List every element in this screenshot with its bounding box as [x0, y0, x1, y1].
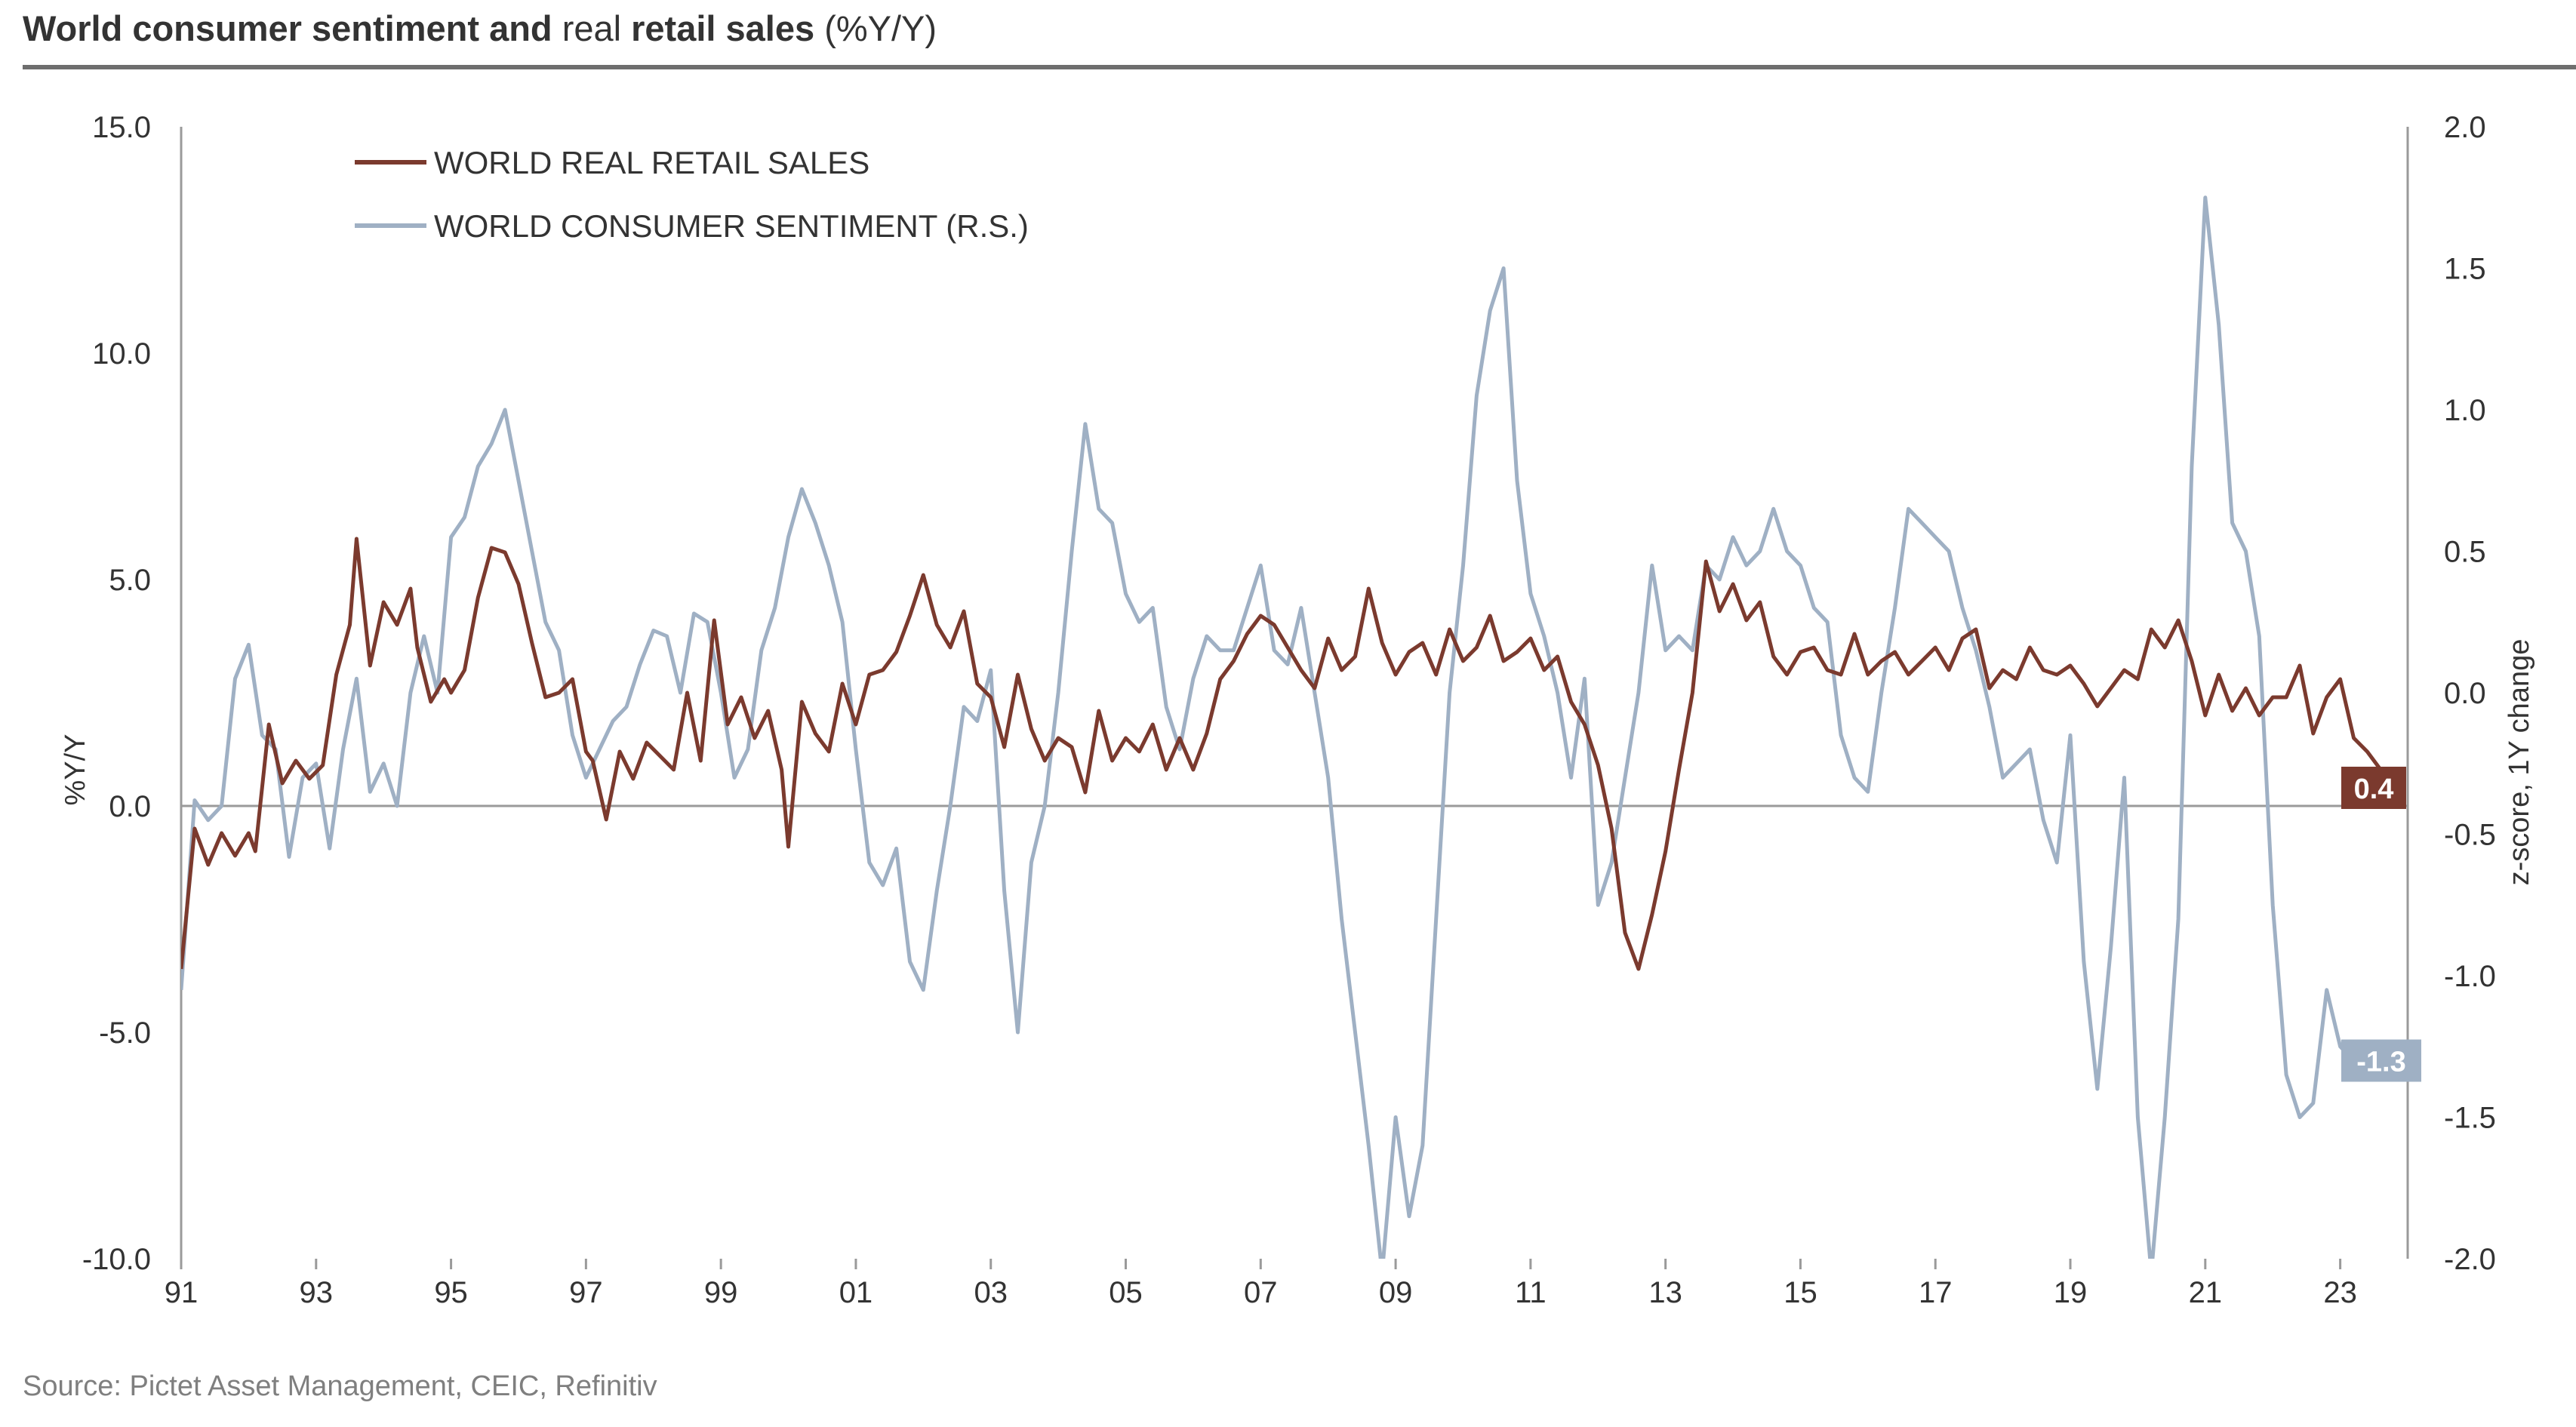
series-line-consumer-sentiment: [181, 195, 2395, 1259]
title-part: real: [562, 8, 632, 48]
x-tick-label: 99: [704, 1276, 738, 1309]
legend-label: WORLD CONSUMER SENTIMENT (R.S.): [434, 208, 1029, 244]
title-divider: [23, 65, 2576, 69]
y-left-tick-label: 0.0: [109, 790, 151, 823]
x-tick-label: 95: [434, 1276, 468, 1309]
title-part: retail sales: [631, 8, 815, 48]
y-axis-right-title: z-score, 1Y change: [2504, 639, 2535, 886]
chart-title: World consumer sentiment and real retail…: [23, 8, 937, 49]
y-right-tick-label: 0.0: [2444, 677, 2486, 710]
x-tick-label: 93: [300, 1276, 334, 1309]
source-note: Source: Pictet Asset Management, CEIC, R…: [23, 1370, 657, 1402]
legend: WORLD REAL RETAIL SALES WORLD CONSUMER SE…: [355, 145, 1029, 244]
badge-consumer-sentiment: -1.3: [2341, 1039, 2421, 1082]
axes: 15.0 10.0 5.0 0.0 -5.0 -10.0 2.0 1.5 1.0 0.5 0.0 -0…: [82, 111, 2496, 1309]
badge-label: 0.4: [2354, 773, 2394, 805]
x-tick-label: 17: [1919, 1276, 1953, 1309]
x-tick-label: 01: [839, 1276, 873, 1309]
y-left-tick-label: -10.0: [82, 1243, 151, 1276]
y-right-tick-label: -0.5: [2444, 819, 2496, 852]
x-tick-label: 05: [1109, 1276, 1143, 1309]
x-tick-label: 09: [1379, 1276, 1413, 1309]
badge-label: -1.3: [2356, 1047, 2405, 1078]
last-value-badges: 0.4 -1.3: [2341, 767, 2421, 1082]
x-tick-label: 23: [2323, 1276, 2357, 1309]
y-right-tick-label: 0.5: [2444, 536, 2486, 569]
y-left-tick-label: 15.0: [92, 111, 151, 144]
legend-label: WORLD REAL RETAIL SALES: [434, 145, 869, 180]
y-right-tick-label: -1.0: [2444, 960, 2496, 993]
x-tick-label: 03: [974, 1276, 1008, 1309]
badge-retail-sales: 0.4: [2341, 767, 2406, 809]
series-line-retail-sales: [181, 537, 2396, 971]
y-left-tick-label: -5.0: [99, 1016, 151, 1050]
x-tick-label: 15: [1784, 1276, 1817, 1309]
series-lines: [181, 195, 2396, 1259]
x-tick-label: 07: [1244, 1276, 1278, 1309]
y-left-tick-label: 5.0: [109, 564, 151, 597]
y-right-tick-label: 2.0: [2444, 111, 2486, 144]
x-tick-label: 19: [2054, 1276, 2088, 1309]
x-tick-label: 91: [165, 1276, 199, 1309]
y-right-tick-label: -1.5: [2444, 1102, 2496, 1135]
y-right-tick-label: 1.5: [2444, 253, 2486, 286]
y-left-tick-label: 10.0: [92, 337, 151, 371]
title-part: (%Y/Y): [814, 8, 937, 48]
y-right-tick-label: 1.0: [2444, 394, 2486, 427]
x-tick-label: 97: [569, 1276, 603, 1309]
title-part: World consumer sentiment and: [23, 8, 562, 48]
x-tick-label: 21: [2189, 1276, 2223, 1309]
y-right-tick-label: -2.0: [2444, 1243, 2496, 1276]
y-axis-left-title: %Y/Y: [60, 733, 91, 805]
x-tick-label: 11: [1515, 1276, 1547, 1309]
x-tick-label: 13: [1648, 1276, 1682, 1309]
